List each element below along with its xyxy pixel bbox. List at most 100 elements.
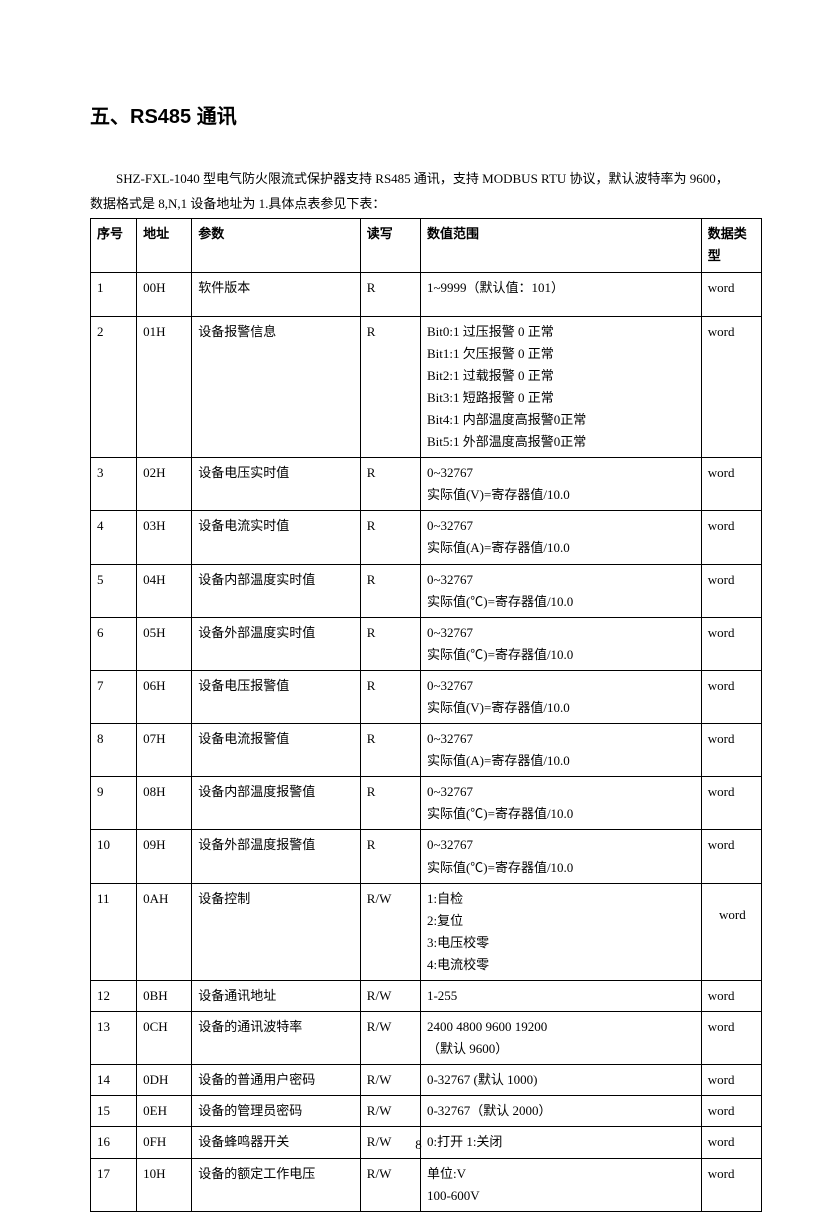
table-row: 201H设备报警信息RBit0:1 过压报警 0 正常Bit1:1 欠压报警 0… [91, 316, 762, 458]
register-table: 序号 地址 参数 读写 数值范围 数据类型 100H软件版本R1~9999（默认… [90, 218, 762, 1211]
table-row: 130CH设备的通讯波特率R/W2400 4800 9600 19200（默认 … [91, 1012, 762, 1065]
cell-addr: 05H [137, 617, 192, 670]
cell-type: word [701, 1096, 761, 1127]
cell-seq: 5 [91, 564, 137, 617]
cell-type: word [701, 883, 761, 980]
header-seq: 序号 [91, 219, 137, 272]
cell-rw: R/W [360, 1096, 420, 1127]
cell-range: 0~32767实际值(℃)=寄存器值/10.0 [420, 777, 701, 830]
cell-rw: R [360, 458, 420, 511]
cell-param: 设备的通讯波特率 [192, 1012, 361, 1065]
cell-param: 设备通讯地址 [192, 981, 361, 1012]
cell-seq: 2 [91, 316, 137, 458]
cell-range: 0~32767实际值(℃)=寄存器值/10.0 [420, 617, 701, 670]
table-row: 605H设备外部温度实时值R0~32767实际值(℃)=寄存器值/10.0wor… [91, 617, 762, 670]
cell-seq: 11 [91, 883, 137, 980]
cell-range: 0-32767（默认 2000） [420, 1096, 701, 1127]
cell-addr: 01H [137, 316, 192, 458]
cell-addr: 08H [137, 777, 192, 830]
cell-type: word [701, 670, 761, 723]
table-row: 150EH设备的管理员密码R/W0-32767（默认 2000）word [91, 1096, 762, 1127]
cell-param: 设备内部温度报警值 [192, 777, 361, 830]
cell-rw: R/W [360, 1065, 420, 1096]
cell-range: 单位:V100-600V [420, 1158, 701, 1211]
cell-range: 2400 4800 9600 19200（默认 9600） [420, 1012, 701, 1065]
cell-range: 1:自检2:复位3:电压校零4:电流校零 [420, 883, 701, 980]
cell-seq: 15 [91, 1096, 137, 1127]
cell-range: 0~32767实际值(℃)=寄存器值/10.0 [420, 830, 701, 883]
table-row: 120BH设备通讯地址R/W1-255word [91, 981, 762, 1012]
cell-param: 设备的管理员密码 [192, 1096, 361, 1127]
cell-param: 设备电流实时值 [192, 511, 361, 564]
cell-addr: 10H [137, 1158, 192, 1211]
cell-range: 1~9999（默认值：101） [420, 272, 701, 316]
cell-rw: R/W [360, 883, 420, 980]
cell-rw: R/W [360, 1012, 420, 1065]
table-row: 140DH设备的普通用户密码R/W0-32767 (默认 1000)word [91, 1065, 762, 1096]
cell-type: word [701, 272, 761, 316]
cell-seq: 9 [91, 777, 137, 830]
cell-param: 设备外部温度实时值 [192, 617, 361, 670]
cell-addr: 02H [137, 458, 192, 511]
table-row: 504H设备内部温度实时值R0~32767实际值(℃)=寄存器值/10.0wor… [91, 564, 762, 617]
cell-seq: 8 [91, 724, 137, 777]
cell-rw: R [360, 617, 420, 670]
table-row: 908H设备内部温度报警值R0~32767实际值(℃)=寄存器值/10.0wor… [91, 777, 762, 830]
cell-type: word [701, 564, 761, 617]
cell-seq: 7 [91, 670, 137, 723]
header-addr: 地址 [137, 219, 192, 272]
cell-param: 设备电流报警值 [192, 724, 361, 777]
table-row: 100H软件版本R1~9999（默认值：101）word [91, 272, 762, 316]
cell-rw: R [360, 830, 420, 883]
cell-range: 0~32767实际值(A)=寄存器值/10.0 [420, 724, 701, 777]
cell-type: word [701, 1065, 761, 1096]
cell-type: word [701, 981, 761, 1012]
cell-range: Bit0:1 过压报警 0 正常Bit1:1 欠压报警 0 正常Bit2:1 过… [420, 316, 701, 458]
cell-type: word [701, 1158, 761, 1211]
cell-range: 0~32767实际值(V)=寄存器值/10.0 [420, 458, 701, 511]
cell-param: 软件版本 [192, 272, 361, 316]
table-header-row: 序号 地址 参数 读写 数值范围 数据类型 [91, 219, 762, 272]
cell-param: 设备内部温度实时值 [192, 564, 361, 617]
cell-addr: 04H [137, 564, 192, 617]
page-number: 8 [0, 1137, 837, 1153]
table-row: 302H设备电压实时值R0~32767实际值(V)=寄存器值/10.0word [91, 458, 762, 511]
cell-type: word [701, 1012, 761, 1065]
header-rw: 读写 [360, 219, 420, 272]
cell-seq: 13 [91, 1012, 137, 1065]
cell-range: 1-255 [420, 981, 701, 1012]
cell-param: 设备电压实时值 [192, 458, 361, 511]
cell-rw: R [360, 272, 420, 316]
cell-type: word [701, 458, 761, 511]
cell-rw: R [360, 670, 420, 723]
cell-rw: R/W [360, 981, 420, 1012]
cell-rw: R [360, 777, 420, 830]
table-row: 1710H设备的额定工作电压R/W单位:V100-600Vword [91, 1158, 762, 1211]
cell-rw: R [360, 564, 420, 617]
cell-type: word [701, 511, 761, 564]
cell-type: word [701, 617, 761, 670]
cell-range: 0~32767实际值(V)=寄存器值/10.0 [420, 670, 701, 723]
cell-param: 设备控制 [192, 883, 361, 980]
cell-addr: 06H [137, 670, 192, 723]
cell-addr: 0BH [137, 981, 192, 1012]
cell-type: word [701, 724, 761, 777]
cell-addr: 00H [137, 272, 192, 316]
cell-seq: 1 [91, 272, 137, 316]
header-param: 参数 [192, 219, 361, 272]
cell-range: 0~32767实际值(A)=寄存器值/10.0 [420, 511, 701, 564]
cell-range: 0~32767实际值(℃)=寄存器值/10.0 [420, 564, 701, 617]
header-type: 数据类型 [701, 219, 761, 272]
cell-addr: 07H [137, 724, 192, 777]
cell-seq: 4 [91, 511, 137, 564]
cell-rw: R/W [360, 1158, 420, 1211]
cell-type: word [701, 777, 761, 830]
cell-param: 设备外部温度报警值 [192, 830, 361, 883]
table-row: 110AH设备控制R/W1:自检2:复位3:电压校零4:电流校零word [91, 883, 762, 980]
table-row: 1009H设备外部温度报警值R0~32767实际值(℃)=寄存器值/10.0wo… [91, 830, 762, 883]
cell-addr: 09H [137, 830, 192, 883]
cell-seq: 10 [91, 830, 137, 883]
cell-param: 设备的普通用户密码 [192, 1065, 361, 1096]
cell-seq: 12 [91, 981, 137, 1012]
header-range: 数值范围 [420, 219, 701, 272]
